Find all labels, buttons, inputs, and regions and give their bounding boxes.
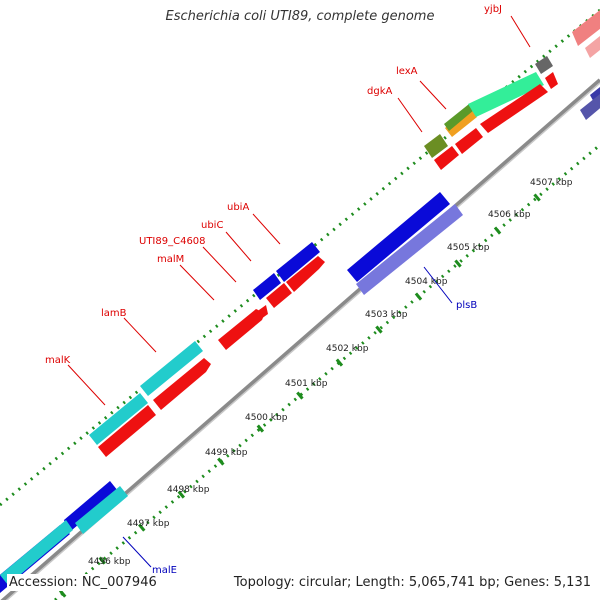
gene-arrow-olive[interactable]: [424, 134, 448, 158]
gene-label-ubiC[interactable]: ubiC: [201, 220, 223, 231]
gene-arrow-red[interactable]: [218, 309, 265, 350]
tick-label: 4506 kbp: [488, 210, 531, 220]
tick-mark: [454, 259, 462, 268]
tick-label: 4497 kbp: [127, 519, 170, 529]
gene-arrow-blue[interactable]: [64, 481, 118, 530]
tick-mark: [335, 358, 344, 367]
gene-labels: yjbJ lexA dgkA ubiA ubiC UTI89_C4608 mal…: [45, 4, 502, 576]
gene-arrow-blue[interactable]: [276, 242, 320, 282]
tick-label: 4499 kbp: [205, 448, 248, 458]
gene-label-dgkA[interactable]: dgkA: [367, 86, 392, 97]
genome-title: Escherichia coli UTI89, complete genome: [165, 9, 435, 24]
gene-arrow-gray[interactable]: [535, 56, 553, 74]
tick-mark: [58, 589, 67, 598]
tick-label: 4503 kbp: [365, 310, 408, 320]
gene-arrow-cyan[interactable]: [0, 520, 73, 585]
gene-arrow-red[interactable]: [286, 256, 325, 292]
tick-label: 4500 kbp: [245, 413, 288, 423]
outer-strand-genes: [0, 10, 600, 593]
gene-arrow-orange[interactable]: [445, 108, 477, 137]
gene-label-lamB[interactable]: lamB: [101, 308, 127, 319]
tick-mark: [256, 424, 265, 433]
gene-label-malE[interactable]: malE: [152, 565, 177, 576]
gene-arrow-red[interactable]: [153, 358, 211, 410]
tick-mark: [98, 556, 106, 565]
tick-label: 4502 kbp: [326, 344, 369, 354]
tick-label: 4501 kbp: [285, 379, 328, 389]
gene-arrow-blue[interactable]: [347, 192, 450, 282]
tick-mark: [375, 325, 383, 334]
gene-arrow-cyan[interactable]: [75, 486, 128, 534]
gene-arrow-cyan[interactable]: [140, 341, 203, 396]
gene-arrow-darkgreen[interactable]: [444, 104, 474, 131]
genome-stats-text: Topology: circular; Length: 5,065,741 bp…: [231, 574, 593, 591]
gene-label-ubiA[interactable]: ubiA: [227, 202, 249, 213]
gene-arrow-red[interactable]: [545, 72, 558, 89]
gene-arrow-red[interactable]: [98, 405, 156, 457]
tick-label: 4505 kbp: [447, 243, 490, 253]
gene-arrow-pink[interactable]: [585, 36, 600, 58]
gene-arrow-red[interactable]: [455, 128, 483, 154]
gene-arrow-red[interactable]: [266, 283, 292, 308]
tick-label: 4504 kbp: [405, 277, 448, 287]
gene-arrow-pink[interactable]: [572, 10, 600, 46]
tick-label: 4498 kbp: [167, 485, 210, 495]
tick-mark: [533, 193, 541, 202]
gene-arrow-red[interactable]: [480, 84, 548, 133]
gene-arrow-blue[interactable]: [253, 273, 281, 300]
tick-mark: [177, 490, 185, 499]
gene-arrow-cyan[interactable]: [89, 393, 148, 445]
tick-mark: [138, 523, 146, 532]
accession-text: Accession: NC_007946: [7, 574, 159, 591]
gene-label-malM[interactable]: malM: [157, 254, 184, 265]
gene-arrow-red[interactable]: [259, 305, 268, 319]
gene-arrow-seagreen[interactable]: [468, 72, 544, 117]
tick-labels: 4496 kbp 4497 kbp 4498 kbp 4499 kbp 4500…: [88, 178, 573, 567]
gene-arrow-navy[interactable]: [580, 94, 600, 120]
tick-mark: [217, 457, 225, 466]
gene-label-malK[interactable]: malK: [45, 355, 71, 366]
tick-label: 4507 kbp: [530, 178, 573, 188]
tick-mark: [296, 391, 304, 400]
gene-arrow-slateblue[interactable]: [356, 204, 463, 295]
gene-label-lexA[interactable]: lexA: [396, 66, 418, 77]
tick-mark: [493, 226, 502, 235]
gene-arrow-red[interactable]: [434, 146, 459, 170]
gene-label-UTI89_C4608[interactable]: UTI89_C4608: [139, 236, 206, 247]
inner-strand-genes: [347, 192, 463, 295]
tick-marks: [58, 193, 541, 598]
label-leaders: [67, 15, 531, 568]
tick-mark: [414, 292, 423, 301]
tick-label: 4496 kbp: [88, 557, 131, 567]
gene-label-plsB[interactable]: plsB: [456, 300, 477, 311]
gene-label-yjbJ[interactable]: yjbJ: [484, 4, 502, 15]
